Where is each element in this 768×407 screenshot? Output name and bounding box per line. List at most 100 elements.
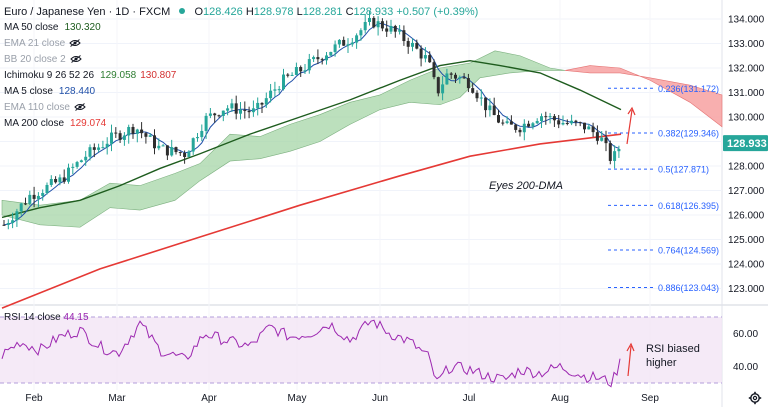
arrowhead-icon	[627, 106, 636, 116]
price-axis[interactable]: 134.000133.000132.000131.000130.000129.0…	[723, 15, 768, 296]
hidden-eye-icon[interactable]	[70, 55, 82, 64]
price-tick-label: 124.000	[728, 260, 765, 271]
symbol-title[interactable]: Euro / Japanese Yen · 1D · FXCM	[4, 6, 171, 18]
ohlc-c-label: C	[345, 6, 354, 18]
rsi-pane: 60.00 40.00 RSI biased higher	[0, 316, 758, 388]
candle-body	[269, 90, 273, 99]
candle-body	[329, 51, 333, 56]
price-tick-label: 131.000	[728, 88, 765, 99]
hidden-eye-icon[interactable]	[74, 103, 86, 112]
candle-body	[144, 133, 148, 137]
indicator-row[interactable]: MA 50 close 130.320	[4, 20, 478, 36]
fib-label: 0.764(124.569)	[658, 246, 719, 256]
candle-body	[15, 211, 19, 221]
indicator-row[interactable]: MA 200 close 129.074	[4, 116, 478, 132]
candle-body	[135, 129, 139, 134]
candle-body	[376, 21, 380, 28]
candle-body	[535, 121, 539, 124]
time-axis[interactable]: Feb Mar Apr May Jun Jul Aug Sep	[25, 393, 659, 404]
settings-gear-icon[interactable]	[748, 391, 762, 405]
candle-body	[153, 135, 156, 149]
cloud-bearish	[564, 65, 723, 128]
candle-body	[441, 84, 445, 94]
candle-body	[226, 108, 230, 111]
candle-body	[419, 48, 423, 59]
candle-body	[346, 44, 350, 46]
candle-body	[6, 223, 10, 225]
candle-body	[570, 120, 574, 124]
candle-body	[217, 115, 221, 117]
candle-body	[402, 30, 406, 42]
candle-body	[2, 224, 6, 226]
indicator-row[interactable]: BB 20 close 2	[4, 52, 478, 68]
chart-legend: Euro / Japanese Yen · 1D · FXCM O128.426…	[4, 4, 478, 132]
candle-body	[337, 39, 341, 45]
candle-body	[561, 122, 565, 125]
price-tick-label: 127.000	[728, 186, 765, 197]
indicator-row[interactable]: EMA 21 close	[4, 36, 478, 52]
candle-body	[234, 103, 238, 114]
hidden-eye-icon[interactable]	[69, 39, 81, 48]
candle-body	[88, 147, 92, 157]
indicator-row[interactable]: EMA 110 close	[4, 100, 478, 116]
candle-body	[221, 110, 225, 116]
indicator-row[interactable]: MA 5 close 128.440	[4, 84, 478, 100]
candle-body	[183, 152, 187, 157]
candle-body	[299, 67, 303, 72]
candle-body	[583, 122, 586, 130]
time-tick-label: Mar	[108, 393, 126, 404]
candle-body	[471, 88, 475, 93]
price-tick-label: 133.000	[728, 39, 765, 50]
candle-body	[187, 151, 191, 157]
ohlc-h-label: H	[245, 6, 254, 18]
candle-body	[522, 123, 526, 133]
candle-body	[256, 102, 260, 109]
price-tick-label: 123.000	[728, 284, 765, 295]
candle-body	[505, 121, 509, 123]
candle-body	[595, 132, 599, 141]
candle-body	[264, 98, 268, 105]
candle-body	[118, 133, 122, 140]
candle-body	[320, 59, 324, 61]
indicator-row[interactable]: Ichimoku 9 26 52 26 129.058 130.807	[4, 68, 478, 84]
candle-body	[36, 195, 40, 199]
candle-body	[398, 30, 402, 32]
candle-body	[273, 89, 277, 91]
time-tick-label: Jul	[463, 393, 476, 404]
candle-body	[11, 220, 15, 224]
fib-label: 0.886(123.043)	[658, 283, 719, 293]
candle-body	[110, 132, 113, 144]
candle-body	[28, 194, 32, 204]
candle-body	[509, 121, 513, 125]
candle-body	[239, 109, 242, 114]
symbol-row: Euro / Japanese Yen · 1D · FXCM O128.426…	[4, 4, 478, 20]
candle-body	[544, 116, 548, 118]
candle-body	[587, 126, 591, 130]
candle-body	[466, 78, 470, 89]
candle-body	[303, 70, 307, 72]
candle-body	[148, 135, 152, 137]
candle-body	[436, 77, 440, 94]
rsi-note-line1: RSI biased	[646, 343, 700, 355]
candle-body	[243, 109, 247, 111]
candle-body	[475, 92, 479, 99]
candle-body	[24, 203, 27, 205]
candle-body	[479, 97, 483, 99]
candle-body	[368, 17, 371, 23]
candle-body	[157, 145, 161, 149]
candle-body	[578, 122, 582, 124]
candle-body	[105, 143, 109, 148]
cloud-bullish	[1, 50, 566, 228]
rsi-legend: RSI 14 close 44.15	[4, 312, 89, 323]
ma-50-line	[1, 59, 622, 219]
candle-body	[92, 147, 96, 150]
indicator-value: 129.074	[70, 118, 107, 129]
candle-body	[45, 184, 49, 193]
candle-body	[458, 77, 462, 79]
candle-body	[200, 130, 204, 138]
candle-body	[97, 147, 101, 150]
candle-body	[19, 203, 23, 212]
candle-body	[204, 115, 208, 131]
rsi-label[interactable]: RSI 14 close	[4, 312, 61, 323]
